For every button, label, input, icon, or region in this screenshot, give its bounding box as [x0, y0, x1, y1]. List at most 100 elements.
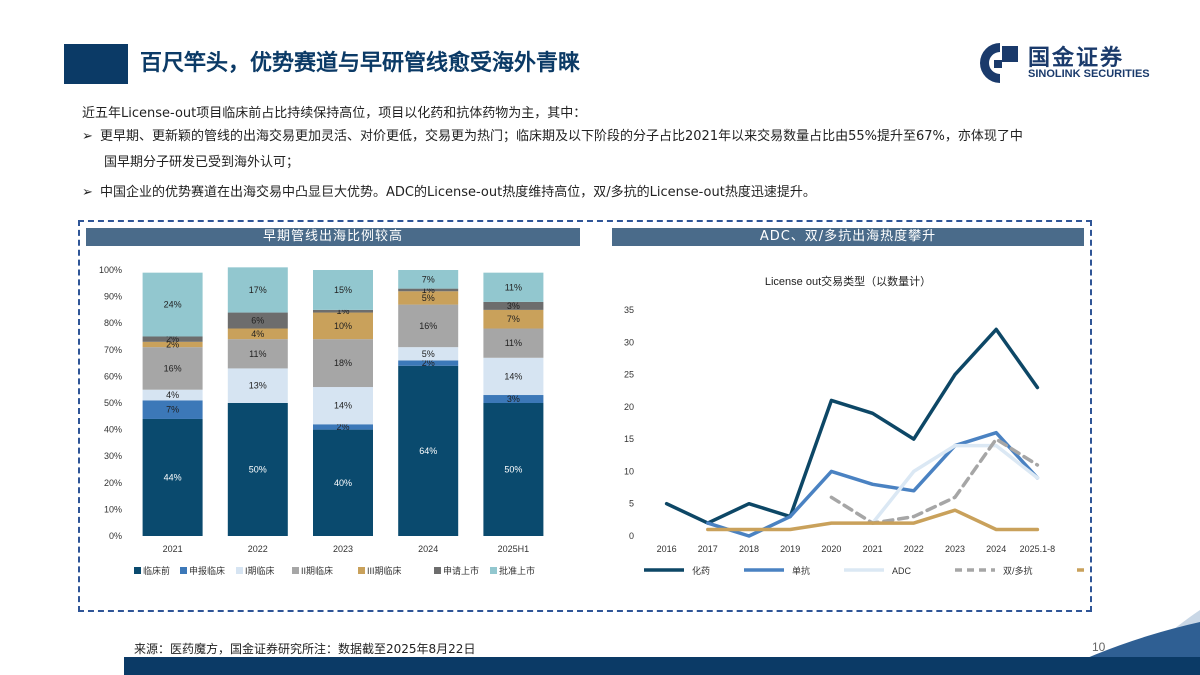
y-tick-label: 80%	[104, 318, 122, 328]
bar-segment	[398, 291, 459, 305]
bar-segment	[313, 309, 373, 313]
bar-segment	[398, 347, 459, 361]
chart-title: License out交易类型（以数量计）	[765, 274, 931, 288]
y-tick-label: 50%	[104, 398, 122, 408]
y-tick-label: 5	[629, 499, 634, 509]
bar-segment	[398, 304, 459, 348]
y-tick-label: 10%	[104, 504, 122, 514]
bar-segment	[398, 360, 459, 366]
bullet-text-1-continued: 国早期分子研发已受到海外认可；	[104, 155, 300, 170]
x-tick-label: 2020	[821, 544, 841, 554]
logo-mark-icon	[980, 43, 1018, 83]
x-tick-label: 2024	[986, 544, 1006, 554]
data-label: 2%	[166, 334, 179, 344]
bar-segment	[483, 403, 544, 536]
y-tick-label: 60%	[104, 371, 122, 381]
logo-english-name: SINOLINK SECURITIES	[1028, 68, 1150, 80]
bar-segment	[142, 341, 203, 348]
bar-segment	[313, 429, 373, 536]
data-label: 15%	[334, 285, 352, 295]
data-label: 7%	[507, 314, 520, 324]
y-tick-label: 10	[624, 466, 634, 476]
line-chart: License out交易类型（以数量计） 0 5 10 15 20 25 30 35 2016 2…	[624, 274, 1084, 576]
data-label: 11%	[249, 349, 266, 359]
legend-swatch	[134, 567, 141, 574]
data-label: 16%	[164, 363, 182, 373]
page-title: 百尺竿头，优势赛道与早研管线愈受海外青睐	[140, 51, 581, 76]
bullet-arrow-icon: ➢	[82, 185, 93, 200]
legend-label: 申请上市	[443, 565, 479, 576]
bar-segment	[313, 387, 373, 425]
bar-segment	[227, 403, 288, 536]
data-label: 1%	[422, 285, 435, 295]
data-label: 10%	[334, 321, 352, 331]
y-tick-label: 40%	[104, 425, 122, 435]
bar-segment	[483, 328, 544, 358]
legend-label: I期临床	[245, 565, 275, 576]
data-label: 11%	[505, 338, 522, 348]
data-label: 3%	[507, 301, 520, 311]
y-tick-label: 30%	[104, 451, 122, 461]
series-line	[664, 327, 1040, 525]
x-tick-label: 2024	[418, 544, 438, 554]
bar-segment	[227, 312, 288, 329]
legend-label: 批准上市	[499, 565, 535, 576]
data-label: 24%	[164, 300, 182, 310]
bar-segment	[142, 347, 203, 390]
data-label: 2%	[336, 422, 349, 432]
data-label: 6%	[251, 316, 264, 326]
x-tick-label: 2022	[248, 544, 268, 554]
bar-segment	[142, 418, 203, 536]
bullet-text-2: 中国企业的优势赛道在出海交易中凸显巨大优势。ADC的License-out热度维…	[100, 185, 816, 200]
x-tick-label: 2025H1	[498, 544, 530, 554]
left-panel-title: 早期管线出海比例较高	[86, 228, 580, 246]
legend-swatch	[180, 567, 187, 574]
bar-segment	[313, 270, 373, 310]
data-label: 17%	[249, 285, 267, 295]
x-tick-label: 2023	[945, 544, 965, 554]
page-number: 10	[1092, 640, 1106, 654]
bullet-text-1: 更早期、更新颖的管线的出海交易更加灵活、对价更低，交易更为热门；临床期及以下阶段…	[100, 129, 1023, 144]
bar-segment	[313, 339, 373, 388]
y-tick-label: 90%	[104, 292, 122, 302]
data-label: 5%	[422, 349, 435, 359]
x-tick-label: 2017	[698, 544, 718, 554]
series-line	[870, 443, 1040, 525]
bar-segment	[227, 267, 288, 313]
bar-segment	[227, 339, 288, 369]
x-tick-label: 2021	[863, 544, 883, 554]
legend-swatch	[236, 567, 243, 574]
bar-segment	[227, 328, 288, 340]
bar-segment	[483, 309, 544, 329]
bar-segment	[142, 272, 203, 337]
y-tick-label: 20	[624, 402, 634, 412]
bullet-arrow-icon: ➢	[82, 129, 93, 144]
bar-segment	[398, 270, 459, 289]
legend-swatch	[358, 567, 365, 574]
source-note: 来源：医药魔方，国金证券研究所注：数据截至2025年8月22日	[134, 642, 476, 656]
data-label: 2%	[166, 339, 179, 349]
y-tick-label: 0	[629, 531, 634, 541]
bar-segment	[483, 395, 544, 403]
x-tick-label: 2019	[780, 544, 800, 554]
data-label: 50%	[504, 465, 522, 475]
legend-label: III期临床	[367, 565, 402, 576]
legend-label: 申报临床	[189, 565, 225, 576]
bar-segment	[398, 288, 459, 292]
intro-text: 近五年License-out项目临床前占比持续保持高位，项目以化药和抗体药物为主…	[82, 106, 587, 121]
data-label: 18%	[334, 358, 352, 368]
y-tick-label: 25	[624, 370, 634, 380]
legend-swatch	[490, 567, 497, 574]
bar-segment	[227, 368, 288, 403]
legend-swatch	[292, 567, 299, 574]
data-label: 40%	[334, 478, 352, 488]
y-tick-label: 20%	[104, 478, 122, 488]
y-tick-label: 30	[624, 337, 634, 347]
bar-segment	[398, 365, 459, 536]
data-label: 14%	[334, 401, 352, 411]
series-line	[829, 437, 1040, 525]
legend-label: II期临床	[301, 565, 333, 576]
data-label: 5%	[422, 293, 435, 303]
data-label: 4%	[166, 390, 179, 400]
data-label: 2%	[422, 358, 435, 368]
